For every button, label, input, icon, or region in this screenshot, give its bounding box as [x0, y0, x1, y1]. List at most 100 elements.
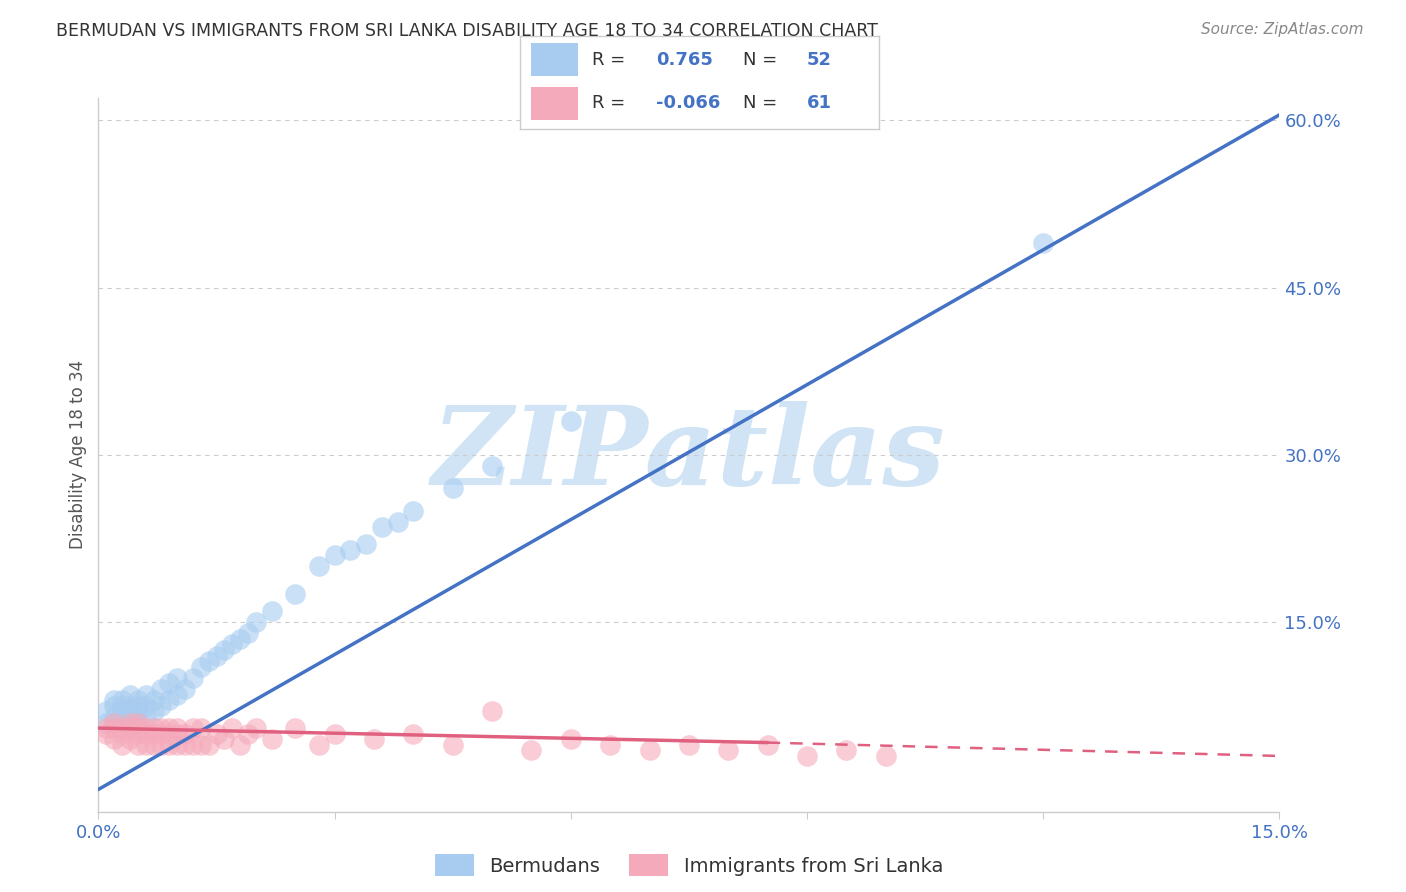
- Point: [363, 732, 385, 747]
- Point: [197, 654, 219, 668]
- Text: R =: R =: [592, 95, 626, 112]
- Bar: [531, 87, 578, 120]
- Point: [150, 738, 173, 752]
- Text: 61: 61: [807, 95, 832, 112]
- Point: [339, 542, 361, 557]
- Point: [229, 632, 252, 646]
- Point: [118, 688, 141, 702]
- Point: [111, 698, 134, 713]
- Text: 0.765: 0.765: [657, 51, 713, 69]
- Point: [835, 743, 858, 757]
- Point: [150, 726, 173, 740]
- Point: [520, 743, 543, 757]
- Point: [103, 715, 125, 730]
- Point: [127, 721, 149, 735]
- Point: [245, 615, 267, 630]
- Point: [135, 710, 157, 724]
- Point: [284, 587, 307, 601]
- Text: Source: ZipAtlas.com: Source: ZipAtlas.com: [1201, 22, 1364, 37]
- Point: [142, 705, 165, 719]
- Point: [111, 693, 134, 707]
- Point: [678, 738, 700, 752]
- Point: [111, 726, 134, 740]
- Point: [174, 681, 197, 696]
- Point: [181, 721, 204, 735]
- Point: [197, 738, 219, 752]
- Point: [221, 637, 243, 651]
- Point: [142, 738, 165, 752]
- Text: R =: R =: [592, 51, 626, 69]
- Point: [214, 732, 236, 747]
- Text: -0.066: -0.066: [657, 95, 721, 112]
- Point: [229, 738, 252, 752]
- Point: [111, 721, 134, 735]
- Point: [166, 738, 188, 752]
- Point: [166, 726, 188, 740]
- Point: [127, 726, 149, 740]
- Point: [875, 749, 897, 764]
- Point: [157, 738, 180, 752]
- Point: [166, 688, 188, 702]
- Point: [308, 559, 330, 574]
- Point: [157, 721, 180, 735]
- Point: [371, 520, 394, 534]
- Point: [135, 726, 157, 740]
- Point: [181, 738, 204, 752]
- Point: [142, 726, 165, 740]
- Point: [103, 732, 125, 747]
- Point: [214, 643, 236, 657]
- Point: [560, 732, 582, 747]
- Point: [96, 715, 118, 730]
- Text: N =: N =: [742, 95, 776, 112]
- Point: [323, 548, 346, 563]
- Point: [638, 743, 661, 757]
- Point: [308, 738, 330, 752]
- Point: [205, 726, 228, 740]
- Point: [111, 705, 134, 719]
- Point: [284, 721, 307, 735]
- Point: [756, 738, 779, 752]
- Text: ZIPatlas: ZIPatlas: [432, 401, 946, 508]
- Point: [236, 726, 259, 740]
- Point: [135, 688, 157, 702]
- Point: [174, 738, 197, 752]
- Point: [96, 705, 118, 719]
- Point: [135, 738, 157, 752]
- Point: [118, 721, 141, 735]
- Point: [127, 693, 149, 707]
- Point: [118, 698, 141, 713]
- Point: [174, 726, 197, 740]
- Text: BERMUDAN VS IMMIGRANTS FROM SRI LANKA DISABILITY AGE 18 TO 34 CORRELATION CHART: BERMUDAN VS IMMIGRANTS FROM SRI LANKA DI…: [56, 22, 879, 40]
- Point: [190, 738, 212, 752]
- Point: [118, 732, 141, 747]
- Point: [142, 693, 165, 707]
- Point: [157, 676, 180, 690]
- Point: [166, 721, 188, 735]
- Point: [560, 414, 582, 428]
- Point: [190, 721, 212, 735]
- Point: [96, 721, 118, 735]
- Point: [236, 626, 259, 640]
- Point: [441, 738, 464, 752]
- Point: [157, 693, 180, 707]
- Point: [142, 721, 165, 735]
- Point: [157, 726, 180, 740]
- Point: [387, 515, 409, 529]
- Point: [205, 648, 228, 663]
- Point: [1032, 235, 1054, 250]
- Point: [118, 721, 141, 735]
- Point: [245, 721, 267, 735]
- Text: N =: N =: [742, 51, 776, 69]
- Point: [118, 715, 141, 730]
- Point: [127, 705, 149, 719]
- Point: [150, 721, 173, 735]
- Point: [481, 705, 503, 719]
- Point: [118, 705, 141, 719]
- Point: [166, 671, 188, 685]
- Point: [111, 738, 134, 752]
- Point: [181, 671, 204, 685]
- Point: [127, 715, 149, 730]
- Point: [103, 721, 125, 735]
- Point: [717, 743, 740, 757]
- Point: [221, 721, 243, 735]
